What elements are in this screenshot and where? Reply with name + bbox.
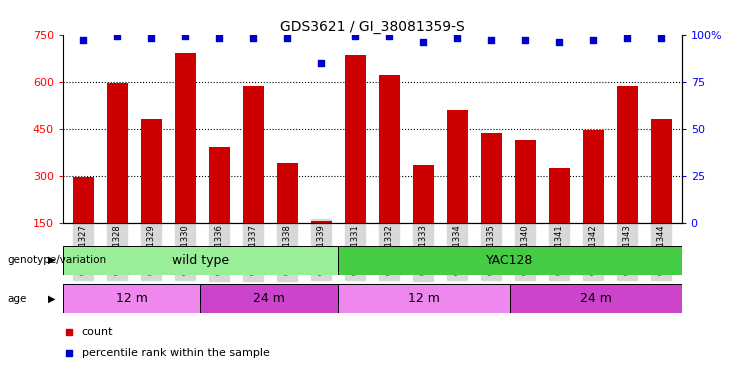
- Text: 24 m: 24 m: [253, 292, 285, 305]
- Point: [485, 37, 497, 43]
- Text: age: age: [7, 293, 27, 304]
- Point: [111, 33, 123, 40]
- Point: [622, 35, 634, 41]
- Text: genotype/variation: genotype/variation: [7, 255, 107, 265]
- Point: [247, 35, 259, 41]
- Text: 12 m: 12 m: [116, 292, 147, 305]
- Bar: [107, 83, 127, 223]
- Text: ▶: ▶: [48, 293, 56, 304]
- Bar: [142, 119, 162, 223]
- Bar: [447, 110, 468, 223]
- Bar: [63, 284, 201, 313]
- Bar: [73, 177, 93, 223]
- Bar: [583, 130, 603, 223]
- Point: [383, 33, 395, 40]
- Point: [63, 350, 75, 356]
- Point: [554, 39, 565, 45]
- Bar: [311, 221, 331, 223]
- Bar: [617, 86, 637, 223]
- Point: [451, 35, 463, 41]
- Bar: [338, 246, 682, 275]
- Text: wild type: wild type: [172, 254, 229, 266]
- Bar: [243, 86, 264, 223]
- Bar: [175, 53, 196, 223]
- Text: percentile rank within the sample: percentile rank within the sample: [82, 348, 270, 358]
- Bar: [209, 147, 230, 223]
- Bar: [413, 165, 433, 223]
- Point: [655, 35, 667, 41]
- Bar: [379, 75, 399, 223]
- Point: [282, 35, 293, 41]
- Text: 12 m: 12 m: [408, 292, 440, 305]
- Point: [417, 39, 429, 45]
- Bar: [515, 140, 536, 223]
- Point: [179, 33, 191, 40]
- Point: [213, 35, 225, 41]
- Point: [78, 37, 90, 43]
- Bar: [338, 284, 510, 313]
- Bar: [277, 163, 298, 223]
- Bar: [510, 284, 682, 313]
- Text: YAC128: YAC128: [486, 254, 534, 266]
- Point: [588, 37, 599, 43]
- Text: count: count: [82, 327, 113, 337]
- Bar: [481, 133, 502, 223]
- Text: 24 m: 24 m: [580, 292, 612, 305]
- Title: GDS3621 / GI_38081359-S: GDS3621 / GI_38081359-S: [280, 20, 465, 33]
- Bar: [63, 246, 338, 275]
- Point: [316, 60, 328, 66]
- Text: ▶: ▶: [48, 255, 56, 265]
- Bar: [345, 55, 365, 223]
- Bar: [651, 119, 671, 223]
- Bar: [201, 284, 338, 313]
- Bar: [549, 168, 570, 223]
- Point: [350, 33, 362, 40]
- Point: [145, 35, 157, 41]
- Point: [63, 329, 75, 335]
- Point: [519, 37, 531, 43]
